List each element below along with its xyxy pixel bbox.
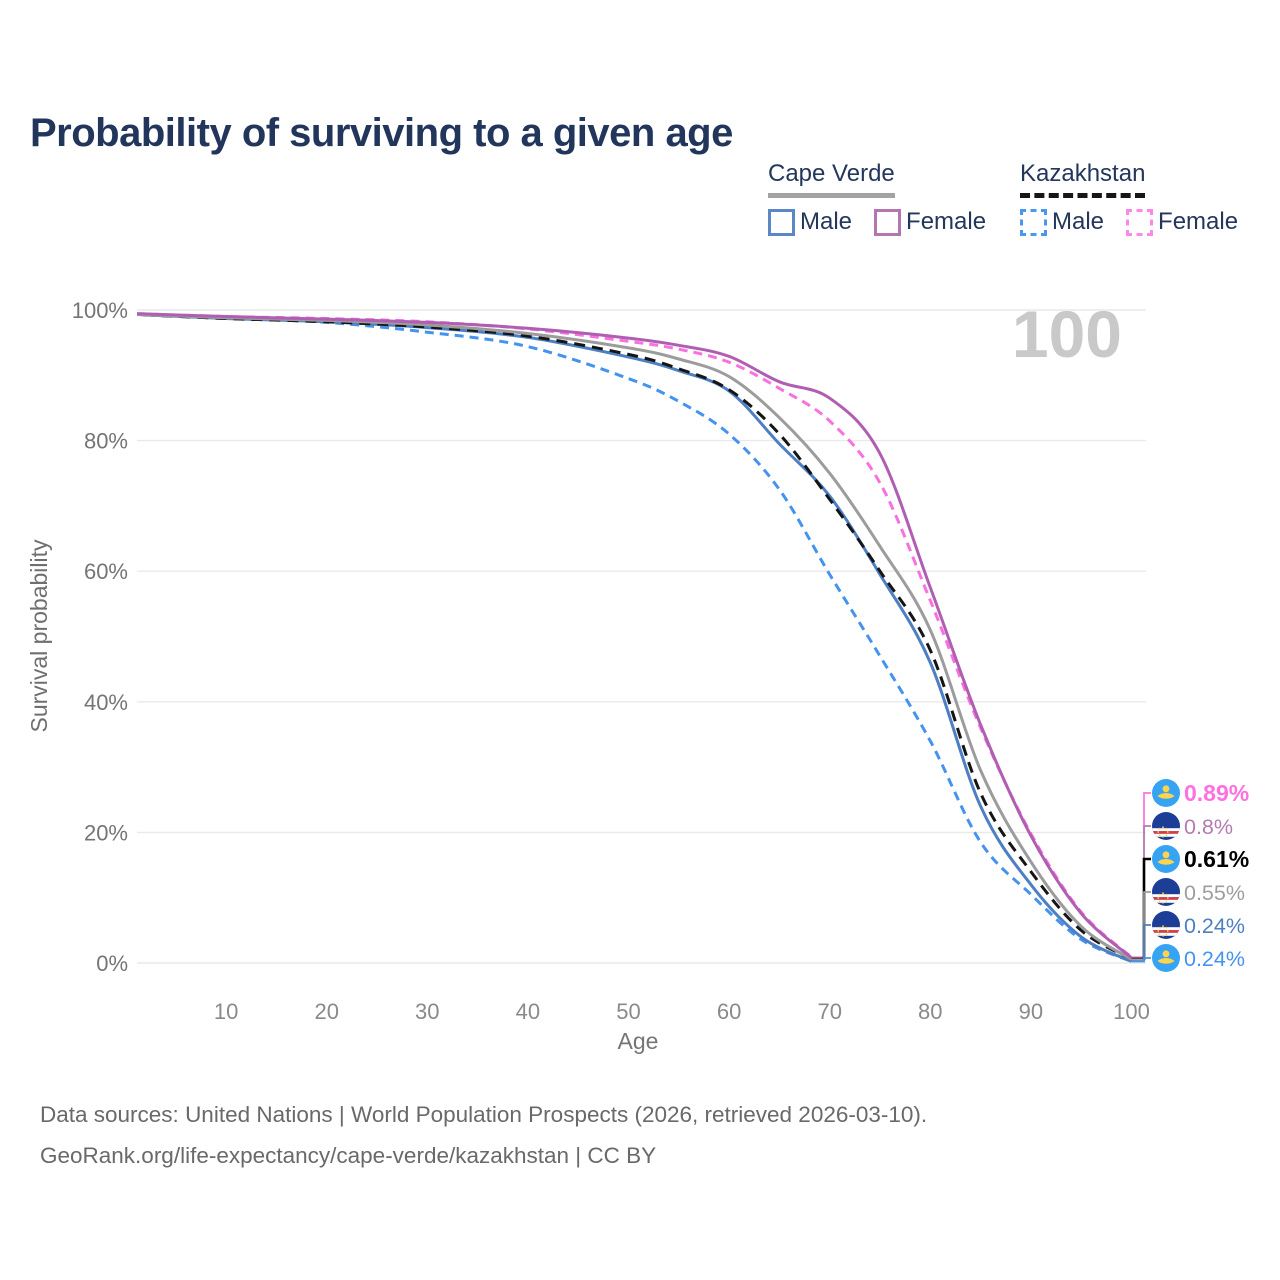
legend-item-kazakhstan-male: Male bbox=[1020, 208, 1104, 236]
gridlines bbox=[137, 309, 1146, 964]
y-tick-label: 20% bbox=[84, 820, 128, 845]
series-end-labels: 0.89% 0.8% 0.61% 0.55% 0.24% 0.24% bbox=[1131, 779, 1249, 972]
legend-group-cape-verde: Cape Verde Male Female bbox=[768, 160, 986, 236]
legend-group-kazakhstan: Kazakhstan Male Female bbox=[1020, 160, 1238, 236]
end-label-connector bbox=[1131, 792, 1151, 959]
y-tick-label: 40% bbox=[84, 690, 128, 715]
female-dashed-swatch-icon bbox=[1126, 208, 1154, 236]
x-axis-title: Age bbox=[618, 1028, 659, 1054]
kazakhstan-flag-icon bbox=[1152, 944, 1180, 972]
curve-kazakhstan-both-sexes bbox=[137, 312, 1133, 961]
x-tick-label: 20 bbox=[314, 999, 338, 1024]
x-tick-label: 40 bbox=[516, 999, 540, 1024]
y-axis-title: Survival probability bbox=[26, 539, 52, 733]
y-tick-label: 60% bbox=[84, 559, 128, 584]
curve-kazakhstan-female bbox=[137, 312, 1133, 959]
footer: Data sources: United Nations | World Pop… bbox=[40, 1094, 927, 1176]
y-tick-label: 0% bbox=[96, 951, 128, 976]
y-tick-label: 80% bbox=[84, 429, 128, 454]
legend-item-label: Female bbox=[1158, 208, 1239, 235]
curve-cape-verde-female bbox=[137, 312, 1133, 959]
end-label-connector bbox=[1131, 957, 1151, 963]
x-tick-label: 60 bbox=[717, 999, 741, 1024]
cape-verde-flag-icon bbox=[1152, 911, 1180, 939]
end-label-connector bbox=[1131, 857, 1151, 961]
page-title: Probability of surviving to a given age bbox=[30, 110, 733, 155]
x-axis-ticks: 10 20 30 40 50 60 70 80 90 100 bbox=[214, 999, 1150, 1024]
end-label-value: 0.89% bbox=[1184, 780, 1249, 806]
end-label-connector bbox=[1131, 924, 1151, 963]
legend-item-label: Female bbox=[906, 208, 987, 235]
legend-item-kazakhstan-female: Female bbox=[1126, 208, 1238, 236]
end-label-value: 0.24% bbox=[1184, 947, 1245, 971]
x-tick-label: 70 bbox=[817, 999, 841, 1024]
curve-cape-verde-both-sexes bbox=[137, 312, 1133, 961]
female-solid-swatch-icon bbox=[874, 208, 902, 236]
male-dashed-swatch-icon bbox=[1020, 208, 1047, 236]
y-tick-label: 100% bbox=[72, 298, 128, 323]
legend-item-cape-verde-female: Female bbox=[874, 208, 986, 236]
legend-item-label: Male bbox=[1052, 208, 1105, 235]
x-tick-label: 30 bbox=[415, 999, 439, 1024]
data-sources-line: Data sources: United Nations | World Pop… bbox=[40, 1102, 928, 1127]
curve-cape-verde-male bbox=[137, 312, 1133, 963]
x-tick-label: 80 bbox=[918, 999, 942, 1024]
legend-item-cape-verde-male: Male bbox=[768, 208, 852, 236]
survival-curves bbox=[137, 312, 1133, 963]
curve-kazakhstan-male bbox=[137, 312, 1133, 963]
cape-verde-flag-icon bbox=[1152, 812, 1180, 840]
end-label-value: 0.8% bbox=[1184, 815, 1233, 839]
x-tick-label: 100 bbox=[1113, 999, 1150, 1024]
kazakhstan-flag-icon bbox=[1152, 845, 1180, 873]
kazakhstan-flag-icon bbox=[1152, 779, 1180, 807]
attribution-line: GeoRank.org/life-expectancy/cape-verde/k… bbox=[40, 1143, 657, 1168]
legend-header-cape-verde: Cape Verde bbox=[768, 160, 895, 198]
legend-header-kazakhstan: Kazakhstan bbox=[1020, 160, 1146, 198]
end-label-value: 0.24% bbox=[1184, 914, 1245, 938]
male-solid-swatch-icon bbox=[768, 208, 795, 236]
end-label-value: 0.55% bbox=[1184, 881, 1245, 905]
y-axis-ticks: 0% 20% 40% 60% 80% 100% bbox=[72, 298, 128, 976]
cape-verde-flag-icon bbox=[1152, 878, 1180, 906]
x-tick-label: 10 bbox=[214, 999, 238, 1024]
x-tick-label: 90 bbox=[1019, 999, 1043, 1024]
end-label-value: 0.61% bbox=[1184, 846, 1249, 872]
legend-item-label: Male bbox=[800, 208, 853, 235]
age-watermark: 100 bbox=[1012, 297, 1122, 371]
x-tick-label: 50 bbox=[616, 999, 640, 1024]
